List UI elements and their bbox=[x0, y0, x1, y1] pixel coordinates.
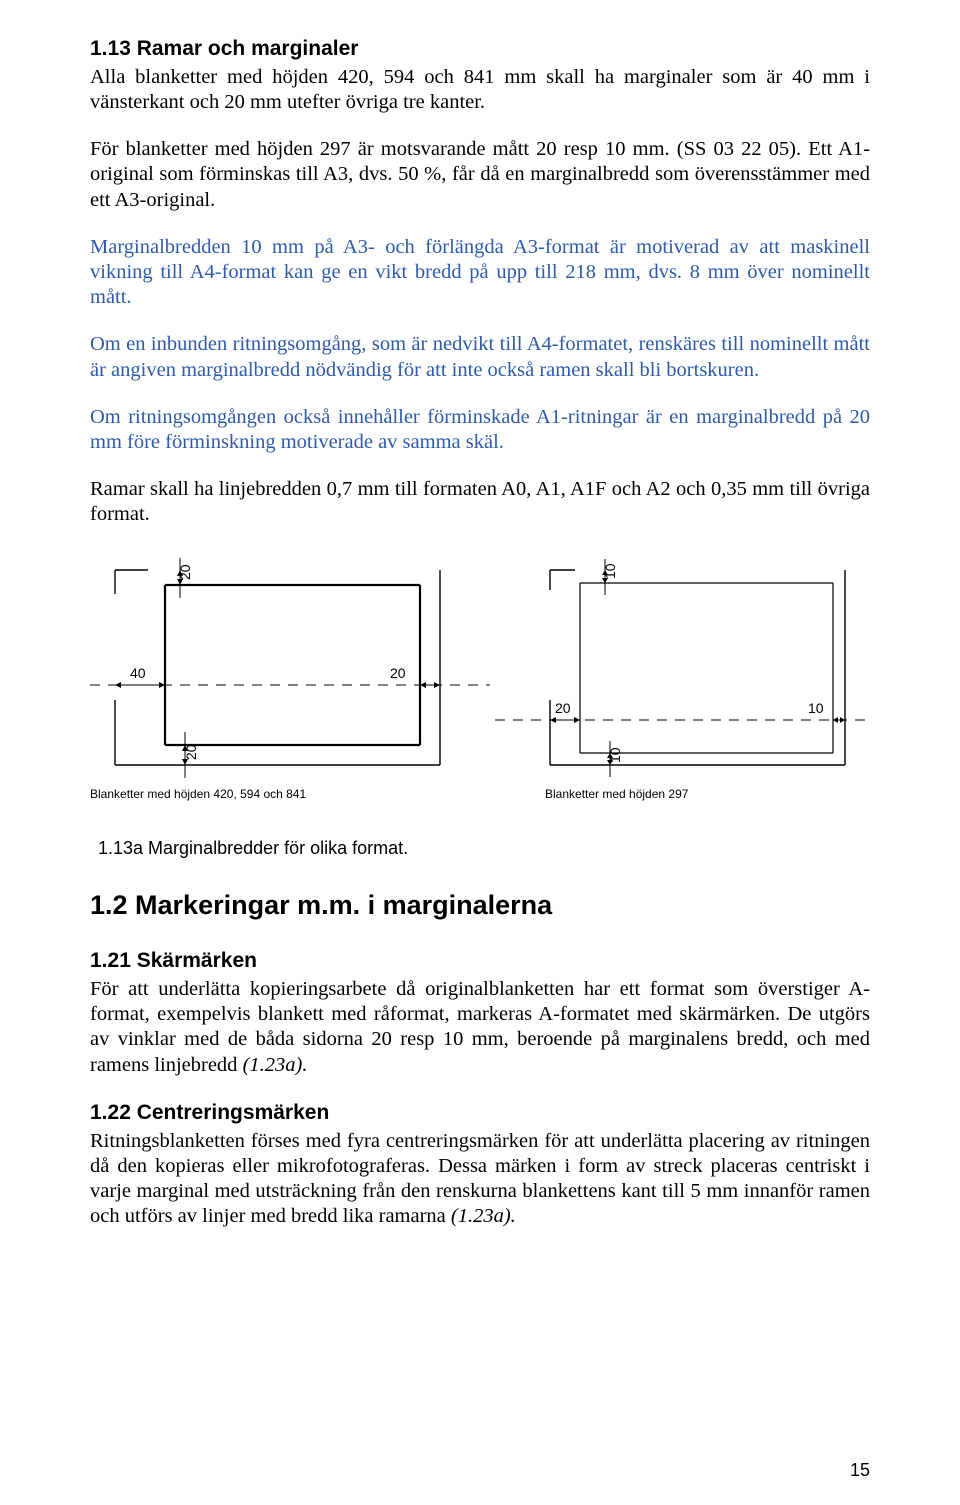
para-1-13-1: Alla blanketter med höjden 420, 594 och … bbox=[90, 65, 870, 115]
para-1-22-1: Ritningsblanketten förses med fyra centr… bbox=[90, 1129, 870, 1230]
para-1-21-1: För att underlätta kopieringsarbete då o… bbox=[90, 977, 870, 1078]
dim-20-right: 20 bbox=[390, 665, 406, 681]
figure-1-13a: 20 40 20 bbox=[90, 550, 870, 859]
para-1-22-1-ref: (1.23a). bbox=[451, 1205, 516, 1227]
para-1-21-1-text: För att underlätta kopieringsarbete då o… bbox=[90, 978, 870, 1076]
fig-left-label: Blanketter med höjden 420, 594 och 841 bbox=[90, 787, 306, 801]
figure-caption: 1.13a Marginalbredder för olika format. bbox=[98, 837, 870, 859]
margin-diagram-svg: 20 40 20 bbox=[90, 550, 870, 820]
heading-1-21: 1.21 Skärmärken bbox=[90, 948, 870, 974]
dim-20-top: 20 bbox=[177, 564, 193, 580]
para-1-21-1-ref: (1.23a). bbox=[243, 1054, 308, 1076]
heading-1-22: 1.22 Centreringsmärken bbox=[90, 1100, 870, 1126]
para-1-13-3: Marginalbredden 10 mm på A3- och förläng… bbox=[90, 235, 870, 311]
para-1-13-5: Om ritningsomgången också innehåller för… bbox=[90, 405, 870, 455]
dim-20-r-left: 20 bbox=[555, 700, 571, 716]
dim-10-right: 10 bbox=[808, 700, 824, 716]
dim-10-top: 10 bbox=[602, 563, 618, 579]
fig-right-label: Blanketter med höjden 297 bbox=[545, 787, 689, 801]
para-1-13-6: Ramar skall ha linjebredden 0,7 mm till … bbox=[90, 477, 870, 527]
dim-10-bottom: 10 bbox=[607, 747, 623, 763]
heading-1-13: 1.13 Ramar och marginaler bbox=[90, 36, 870, 62]
para-1-13-2: För blanketter med höjden 297 är motsvar… bbox=[90, 137, 870, 213]
para-1-13-4: Om en inbunden ritningsomgång, som är ne… bbox=[90, 332, 870, 382]
page-number: 15 bbox=[850, 1459, 870, 1481]
dim-40: 40 bbox=[130, 665, 146, 681]
dim-20-bottom: 20 bbox=[183, 744, 199, 760]
heading-1-2: 1.2 Markeringar m.m. i marginalerna bbox=[90, 889, 870, 922]
